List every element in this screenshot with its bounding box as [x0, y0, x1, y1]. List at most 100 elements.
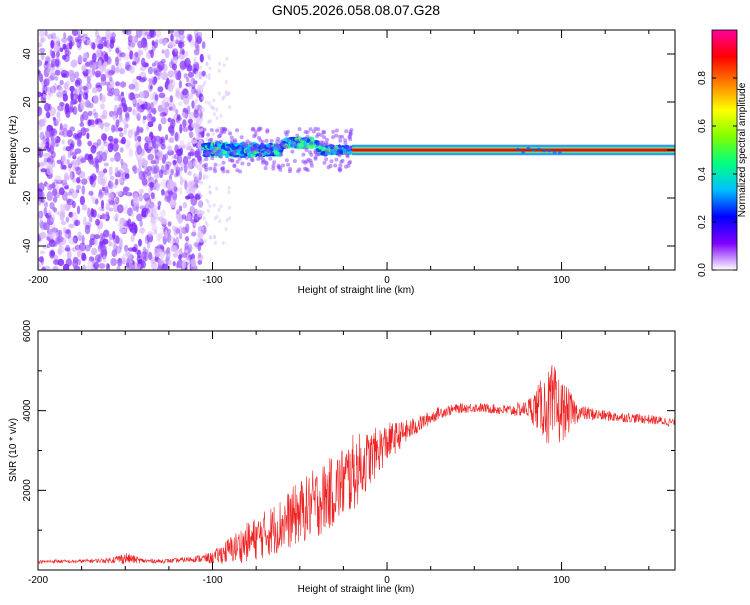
spectrogram-cell	[93, 112, 99, 119]
spectrogram-cell	[52, 116, 56, 121]
spectrogram-cell	[258, 152, 263, 157]
spectrogram-cell	[197, 254, 204, 261]
spectrogram-cell	[267, 144, 272, 149]
spectrogram-cell	[531, 148, 536, 152]
spectrogram-cell	[82, 111, 89, 121]
spectrogram-cell	[244, 155, 249, 160]
spectrogram-cell	[156, 265, 163, 270]
spectrogram-cell	[322, 146, 327, 151]
spectrogram-cell	[46, 165, 52, 176]
spectrogram-cell	[323, 153, 328, 158]
colorbar-gradient	[712, 30, 737, 270]
spectrogram-cell	[83, 128, 90, 132]
spectrogram-cell	[99, 232, 104, 242]
spectrogram-cell	[87, 68, 95, 78]
snr-x-axis-label: Height of straight line (km)	[298, 584, 415, 595]
spectrogram-cell	[162, 106, 169, 117]
spectrogram-cell	[153, 164, 160, 174]
spectrogram-cell	[297, 167, 302, 172]
spectrogram-cell	[206, 153, 211, 157]
colorbar-tick-label: 0.0	[697, 263, 708, 277]
spectrogram-cell	[199, 65, 202, 70]
spectrogram-y-tick-label: 0	[22, 147, 33, 153]
spectrogram-cell	[168, 41, 173, 48]
spectrogram-cell	[171, 63, 177, 71]
spectrogram-cell	[322, 160, 327, 165]
spectrogram-cell	[205, 61, 209, 66]
spectrogram-cell	[138, 188, 144, 194]
spectrogram-cell	[197, 200, 204, 208]
spectrogram-cell	[127, 129, 133, 139]
spectrogram-cell	[61, 37, 68, 43]
spectrogram-cell	[178, 205, 183, 212]
spectrogram-cell	[100, 103, 105, 110]
spectrogram-cell	[53, 43, 59, 53]
spectrogram-cell	[151, 40, 155, 46]
spectrogram-cell	[257, 135, 261, 140]
spectrogram-cell	[63, 32, 67, 39]
spectrogram-cell	[208, 189, 212, 194]
spectrogram-cell	[113, 88, 120, 97]
spectrogram-cell	[204, 157, 209, 162]
spectrogram-cell	[262, 148, 267, 153]
spectrogram-cell	[168, 106, 174, 111]
spectrogram-cell	[174, 131, 179, 142]
spectrogram-cell	[129, 50, 134, 60]
spectrogram-cell	[128, 83, 136, 90]
spectrogram-cell	[103, 53, 109, 62]
spectrogram-cell	[117, 257, 123, 267]
spectrogram-cell	[256, 157, 261, 161]
spectrogram-cell	[186, 141, 192, 150]
spectrogram-cell	[130, 211, 135, 217]
spectrogram-cell	[147, 146, 153, 151]
spectrogram-cell	[268, 156, 273, 161]
spectrogram-cell	[144, 102, 151, 111]
spectrogram-cell	[166, 180, 174, 191]
spectrogram-cell	[76, 205, 81, 215]
spectrogram-cell	[222, 63, 226, 68]
spectrogram-cell	[98, 59, 102, 70]
spectrogram-cell	[322, 135, 327, 140]
spectrogram-cell	[186, 188, 191, 195]
spectrogram-cell	[46, 229, 54, 235]
spectrogram-cell	[184, 57, 191, 68]
spectrogram-cell	[66, 129, 73, 138]
spectrogram-cell	[64, 184, 70, 190]
spectrogram-x-axis-label: Height of straight line (km)	[298, 285, 415, 296]
spectrogram-cell	[89, 241, 93, 248]
spectrogram-cell	[50, 213, 55, 223]
spectrogram-cell	[150, 212, 154, 218]
spectrogram-cell	[127, 106, 133, 113]
spectrogram-cell	[53, 259, 60, 266]
spectrogram-cell	[272, 160, 277, 165]
spectrogram-cell	[111, 124, 116, 133]
spectrogram-cell	[190, 180, 195, 189]
spectrogram-cell	[213, 162, 218, 167]
spectrogram-cell	[64, 185, 69, 190]
spectrogram-cell	[339, 159, 344, 164]
spectrogram-cell	[179, 123, 183, 134]
spectrogram-cell	[263, 166, 268, 171]
spectrogram-cell	[76, 129, 82, 140]
spectrogram-cell	[127, 92, 134, 101]
spectrogram-cell	[164, 48, 170, 59]
spectrogram-cell	[215, 128, 220, 133]
spectrogram-cell	[107, 79, 115, 89]
spectrogram-cell	[142, 76, 148, 82]
spectrogram-cell	[161, 71, 168, 81]
spectrogram-cell	[190, 139, 198, 144]
spectrogram-cell	[197, 259, 203, 265]
spectrogram-cell	[316, 127, 321, 132]
spectrogram-cell	[286, 129, 290, 134]
spectrogram-cell	[219, 154, 224, 159]
spectrogram-cell	[128, 207, 132, 216]
spectrogram-cell	[52, 196, 58, 203]
spectrogram-cell	[208, 66, 212, 71]
spectrogram-cell	[104, 81, 111, 86]
spectrogram-cell	[316, 141, 321, 146]
spectrogram-cell	[324, 157, 329, 162]
spectrogram-cell	[141, 57, 146, 67]
spectrogram-cell	[62, 182, 69, 188]
spectrogram-cell	[186, 160, 193, 170]
spectrogram-cell	[65, 47, 69, 57]
